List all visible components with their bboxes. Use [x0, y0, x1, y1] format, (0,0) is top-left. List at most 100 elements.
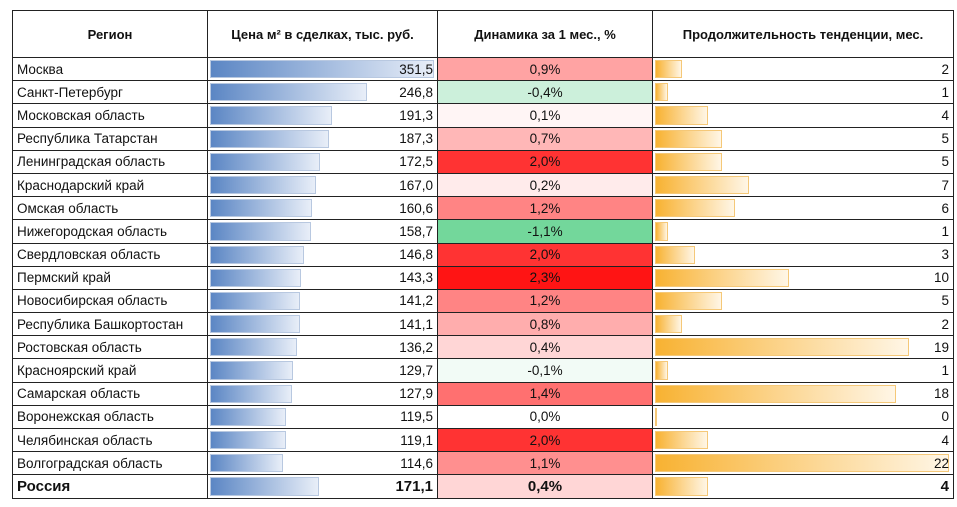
price-value: 119,5 — [400, 409, 433, 425]
dynamics-cell: 0,1% — [437, 103, 653, 128]
duration-cell: 3 — [652, 242, 954, 267]
duration-bar — [655, 361, 669, 380]
dynamics-cell: 1,2% — [437, 196, 653, 221]
price-cell: 158,7 — [207, 219, 438, 244]
table-row: Свердловская область 146,8 2,0% 3 — [12, 242, 954, 267]
price-value: 191,3 — [399, 107, 433, 123]
dynamics-cell: 0,7% — [437, 126, 653, 151]
price-cell: 141,2 — [207, 288, 438, 314]
table-row: Ростовская область 136,2 0,4% 19 — [12, 335, 954, 360]
table-row: Республика Башкортостан 141,1 0,8% 2 — [12, 312, 954, 337]
price-cell: 136,2 — [207, 335, 438, 360]
duration-bar — [655, 83, 669, 102]
region-cell: Республика Татарстан — [12, 126, 208, 151]
price-bar — [210, 152, 320, 171]
regional-price-table: Регион Цена м² в сделках, тыс. руб. Дина… — [12, 10, 954, 499]
price-cell: 114,6 — [207, 451, 438, 476]
duration-cell: 6 — [652, 196, 954, 221]
dynamics-cell: 2,0% — [437, 427, 653, 453]
duration-value: 1 — [941, 363, 949, 379]
table-row: Новосибирская область 141,2 1,2% 5 — [12, 288, 954, 314]
price-bar — [210, 199, 313, 218]
price-bar — [210, 129, 330, 148]
price-value: 351,5 — [399, 61, 433, 77]
region-cell: Свердловская область — [12, 242, 208, 267]
price-value: 129,7 — [399, 363, 433, 379]
price-bar — [210, 477, 320, 496]
dynamics-cell: 0,4% — [437, 474, 653, 499]
price-bar — [210, 83, 368, 102]
price-bar — [210, 222, 312, 241]
region-cell: Московская область — [12, 103, 208, 128]
price-bar — [210, 291, 300, 311]
price-cell: 119,5 — [207, 404, 438, 430]
price-value: 141,1 — [399, 316, 433, 332]
duration-bar — [655, 152, 722, 171]
price-value: 167,0 — [399, 177, 433, 193]
duration-cell: 18 — [652, 381, 954, 406]
dynamics-cell: 0,0% — [437, 404, 653, 430]
total-row: Россия 171,1 0,4% 4 — [12, 474, 954, 499]
duration-bar — [655, 129, 722, 148]
duration-bar — [655, 477, 709, 496]
duration-value: 5 — [941, 131, 949, 147]
table-row: Омская область 160,6 1,2% 6 — [12, 196, 954, 221]
table-row: Москва 351,5 0,9% 2 — [12, 56, 954, 82]
dynamics-cell: 0,4% — [437, 335, 653, 360]
price-value: 246,8 — [399, 84, 433, 100]
table-row: Краснодарский край 167,0 0,2% 7 — [12, 172, 954, 198]
price-cell: 143,3 — [207, 265, 438, 290]
table-row: Самарская область 127,9 1,4% 18 — [12, 381, 954, 406]
table-row: Воронежская область 119,5 0,0% 0 — [12, 404, 954, 430]
price-value: 171,1 — [395, 477, 433, 495]
price-bar — [210, 60, 434, 79]
price-cell: 187,3 — [207, 126, 438, 151]
price-cell: 129,7 — [207, 358, 438, 383]
region-cell: Санкт-Петербург — [12, 80, 208, 105]
price-cell: 160,6 — [207, 196, 438, 221]
duration-bar — [655, 199, 736, 218]
duration-cell: 0 — [652, 404, 954, 430]
duration-bar — [655, 60, 682, 79]
table-row: Пермский край 143,3 2,3% 10 — [12, 265, 954, 290]
region-cell: Краснодарский край — [12, 172, 208, 198]
price-cell: 246,8 — [207, 80, 438, 105]
price-value: 172,5 — [399, 154, 433, 170]
dynamics-cell: 0,2% — [437, 172, 653, 198]
duration-bar — [655, 338, 909, 357]
duration-value: 7 — [941, 177, 949, 193]
duration-value: 4 — [941, 107, 949, 123]
price-value: 187,3 — [399, 131, 433, 147]
duration-bar — [655, 245, 696, 264]
duration-bar — [655, 291, 722, 311]
duration-value: 2 — [941, 61, 949, 77]
duration-cell: 4 — [652, 103, 954, 128]
dynamics-cell: 1,2% — [437, 288, 653, 314]
region-cell: Ростовская область — [12, 335, 208, 360]
price-cell: 146,8 — [207, 242, 438, 267]
price-value: 160,6 — [399, 200, 433, 216]
price-value: 141,2 — [399, 293, 433, 309]
duration-bar — [655, 268, 789, 287]
dynamics-cell: 2,0% — [437, 242, 653, 267]
duration-cell: 5 — [652, 288, 954, 314]
table-row: Санкт-Петербург 246,8 -0,4% 1 — [12, 80, 954, 105]
price-cell: 127,9 — [207, 381, 438, 406]
duration-cell: 2 — [652, 312, 954, 337]
duration-value: 18 — [933, 386, 949, 402]
price-bar — [210, 175, 317, 195]
region-cell: Красноярский край — [12, 358, 208, 383]
duration-bar — [655, 175, 749, 195]
price-bar — [210, 431, 286, 450]
duration-value: 10 — [933, 270, 949, 286]
price-value: 127,9 — [399, 386, 433, 402]
price-bar — [210, 407, 287, 426]
region-cell: Омская область — [12, 196, 208, 221]
duration-cell: 10 — [652, 265, 954, 290]
duration-cell: 1 — [652, 80, 954, 105]
duration-cell: 19 — [652, 335, 954, 360]
price-cell: 172,5 — [207, 149, 438, 174]
duration-bar — [655, 431, 709, 450]
price-value: 119,1 — [400, 432, 433, 448]
price-bar — [210, 384, 292, 403]
